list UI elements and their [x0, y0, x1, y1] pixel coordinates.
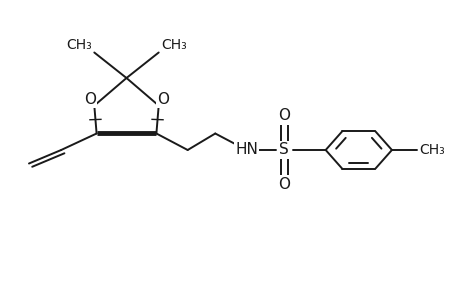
Text: HN: HN — [235, 142, 257, 158]
Text: S: S — [279, 142, 289, 158]
Text: CH₃: CH₃ — [161, 38, 186, 52]
Text: O: O — [157, 92, 169, 106]
Text: O: O — [84, 92, 95, 106]
Text: O: O — [278, 177, 290, 192]
Text: O: O — [278, 108, 290, 123]
Text: CH₃: CH₃ — [419, 143, 444, 157]
Text: CH₃: CH₃ — [66, 38, 92, 52]
